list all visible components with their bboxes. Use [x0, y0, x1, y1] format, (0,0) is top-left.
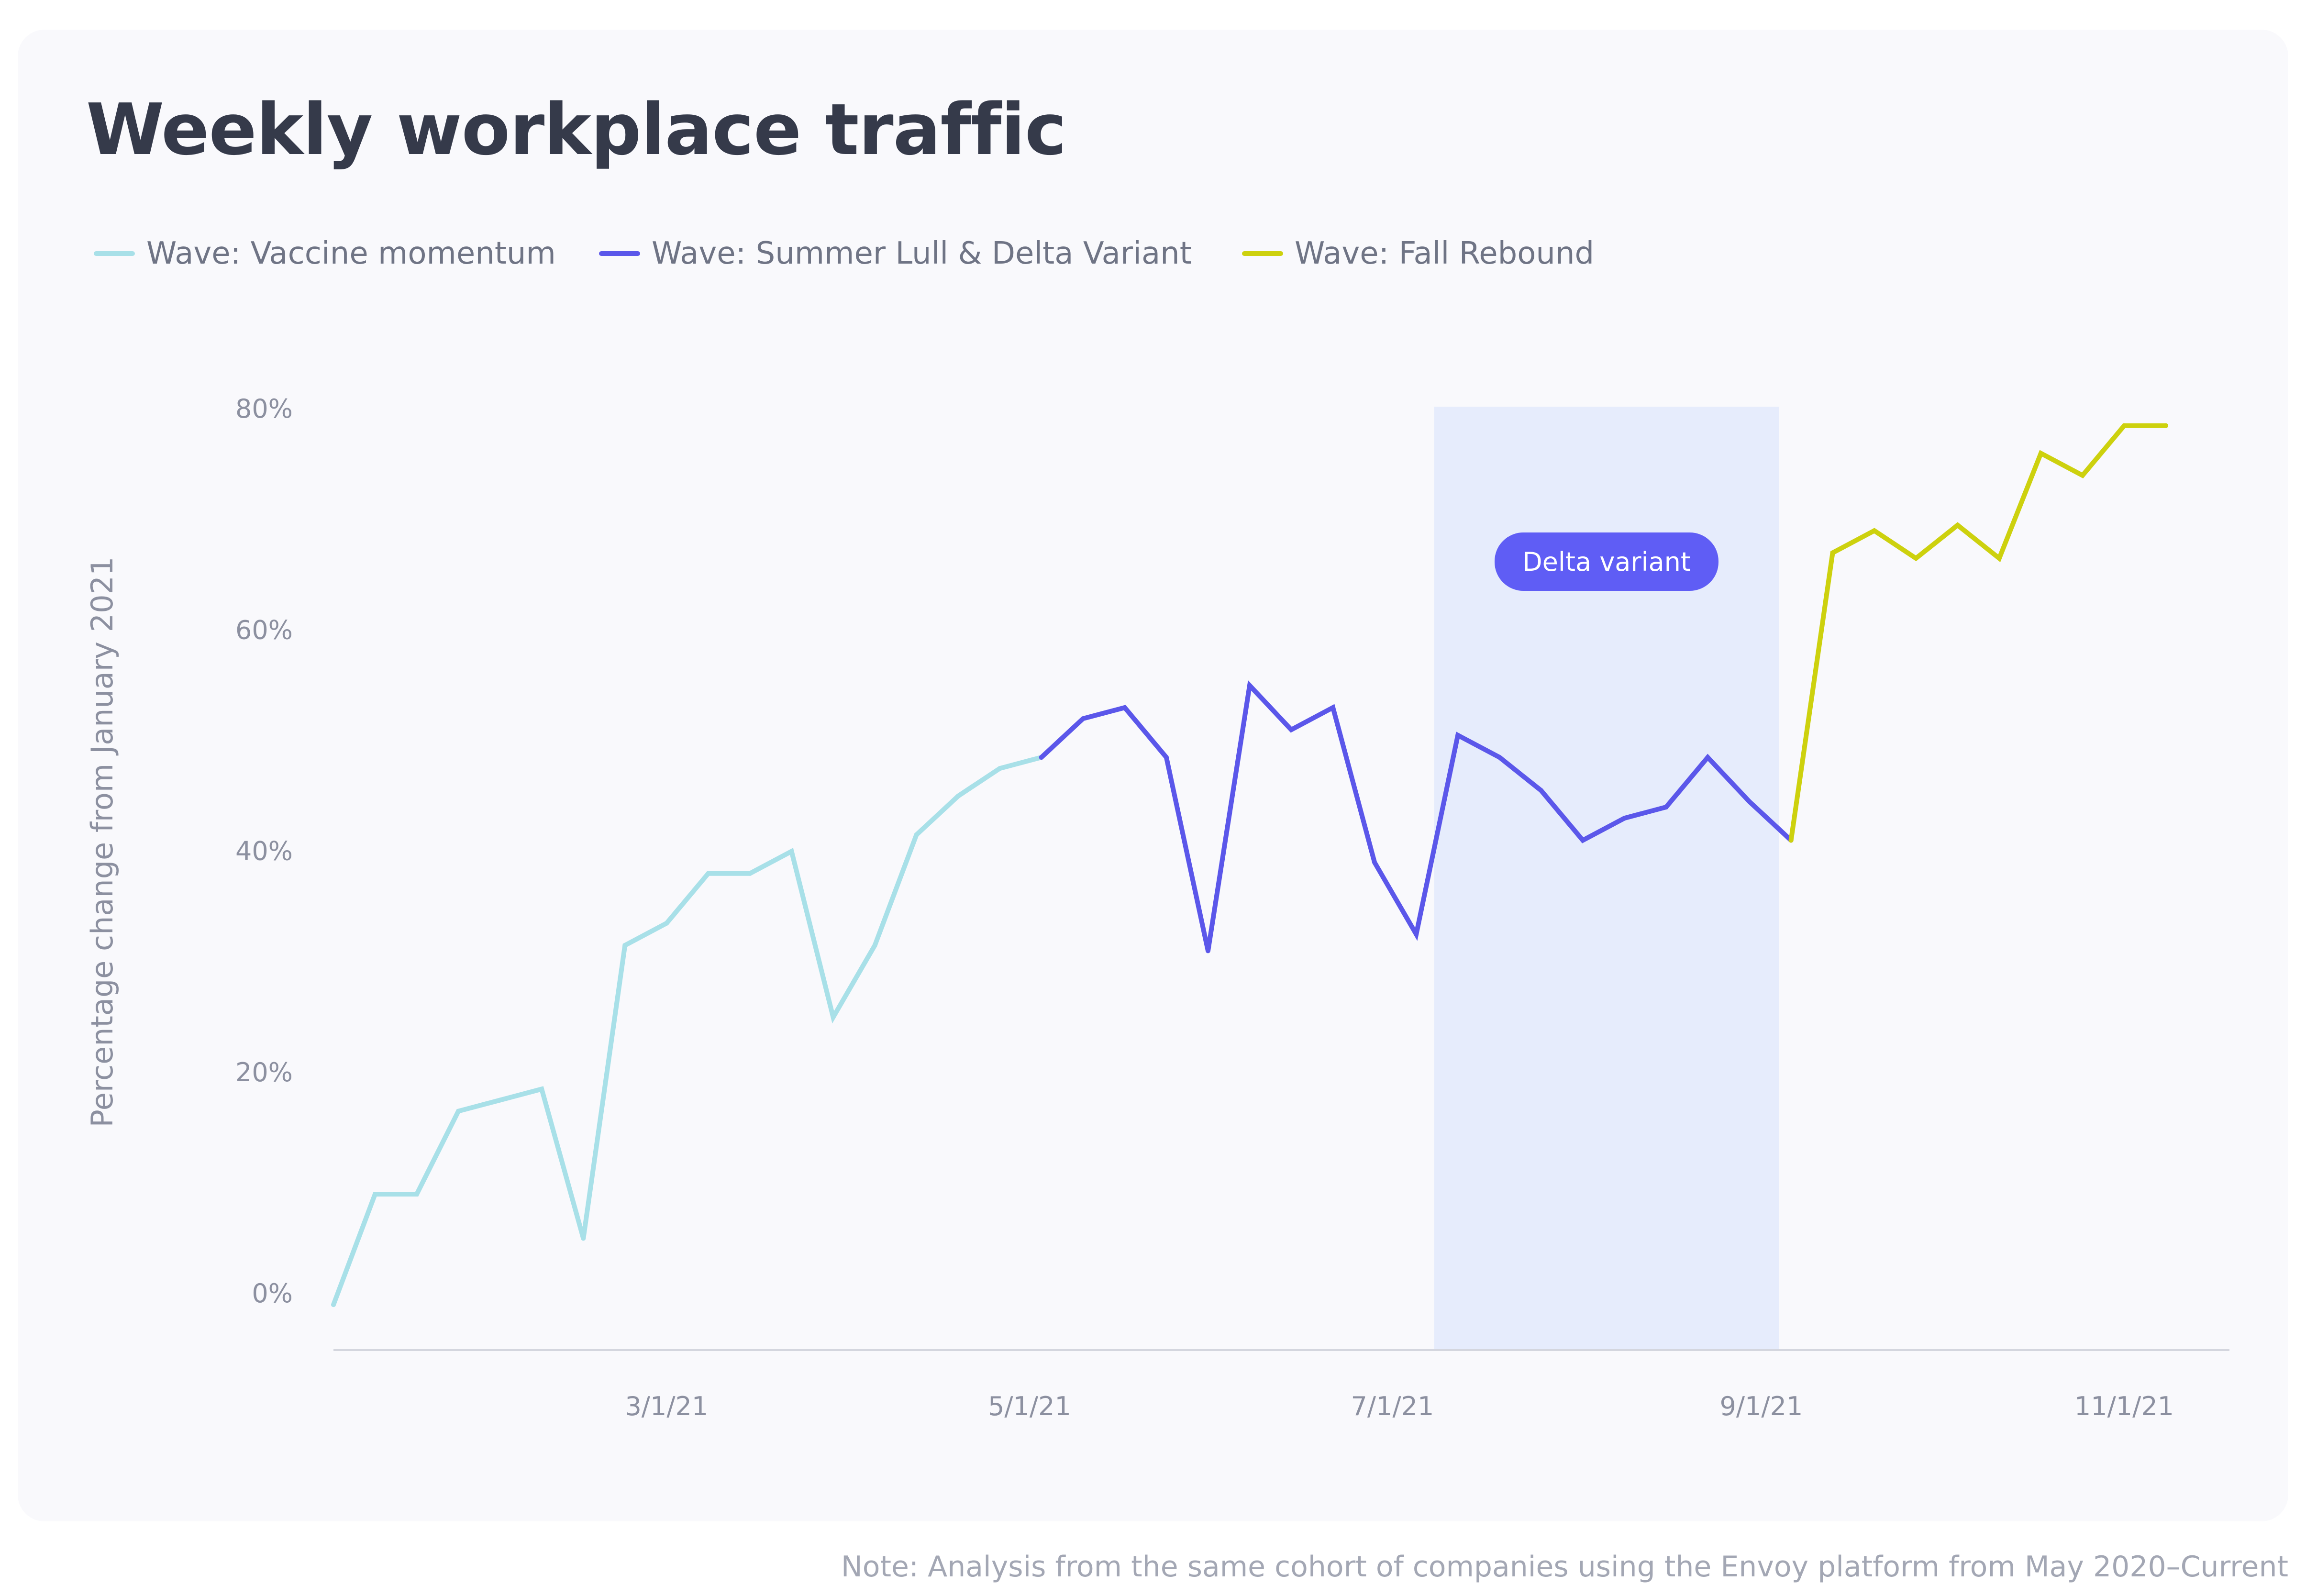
data-point[interactable] [955, 793, 961, 798]
data-point[interactable] [1414, 931, 1419, 937]
y-tick-label: 40% [235, 836, 293, 866]
x-tick-label: 5/1/21 [988, 1391, 1071, 1421]
data-point[interactable] [2121, 423, 2127, 428]
data-point[interactable] [1663, 805, 1669, 810]
data-point[interactable] [1580, 838, 1585, 843]
y-tick-label: 20% [235, 1057, 293, 1087]
data-point[interactable] [498, 1097, 503, 1103]
legend-label: Wave: Summer Lull & Delta Variant [652, 236, 1192, 271]
legend-swatch-icon [599, 251, 640, 256]
legend-label: Wave: Vaccine momentum [146, 236, 556, 271]
legend-item-summer-lull-delta[interactable]: Wave: Summer Lull & Delta Variant [599, 234, 1192, 273]
y-tick-label: 0% [252, 1278, 293, 1308]
data-point[interactable] [997, 766, 1002, 771]
data-point[interactable] [622, 942, 628, 948]
chart-title: Weekly workplace traffic [86, 89, 1067, 171]
data-point[interactable] [747, 871, 753, 876]
data-point[interactable] [2163, 423, 2168, 428]
data-point[interactable] [914, 832, 919, 837]
delta-variant-badge: Delta variant [1495, 532, 1719, 591]
legend-swatch-icon [1242, 251, 1283, 256]
data-point[interactable] [1996, 556, 2002, 561]
data-point[interactable] [456, 1108, 461, 1114]
data-point[interactable] [1539, 788, 1544, 793]
data-point[interactable] [1455, 732, 1461, 738]
data-point[interactable] [2038, 451, 2043, 456]
data-point[interactable] [1872, 528, 1877, 533]
data-point[interactable] [1622, 816, 1627, 821]
data-point[interactable] [373, 1191, 378, 1197]
data-point[interactable] [539, 1086, 544, 1092]
data-point[interactable] [1830, 550, 1835, 555]
legend-item-vaccine-momentum[interactable]: Wave: Vaccine momentum [94, 234, 556, 273]
y-tick-label: 60% [235, 615, 293, 645]
data-point[interactable] [1164, 755, 1169, 760]
data-point[interactable] [2080, 473, 2085, 478]
x-tick-label: 3/1/21 [625, 1391, 708, 1421]
data-point[interactable] [1955, 522, 1960, 528]
data-point[interactable] [831, 1015, 836, 1020]
x-tick-label: 9/1/21 [1720, 1391, 1803, 1421]
data-point[interactable] [1747, 799, 1752, 804]
footnote: Note: Analysis from the same cohort of c… [841, 1550, 2288, 1584]
data-point[interactable] [1122, 705, 1127, 710]
data-point[interactable] [872, 942, 877, 948]
data-point[interactable] [706, 871, 711, 876]
data-point[interactable] [1497, 755, 1502, 760]
data-point[interactable] [1330, 705, 1336, 710]
data-point[interactable] [1788, 838, 1794, 843]
legend-item-fall-rebound[interactable]: Wave: Fall Rebound [1242, 234, 1594, 273]
data-point[interactable] [1289, 727, 1294, 732]
data-point[interactable] [1080, 716, 1086, 721]
data-point[interactable] [1247, 683, 1252, 688]
series-line-0 [331, 755, 1044, 1308]
chart-card [18, 30, 2288, 1521]
data-point[interactable] [1705, 755, 1710, 760]
data-point[interactable] [1372, 860, 1377, 865]
x-tick-label: 11/1/21 [2074, 1391, 2174, 1421]
legend-label: Wave: Fall Rebound [1295, 236, 1595, 271]
data-point[interactable] [414, 1191, 420, 1197]
y-tick-label: 80% [235, 394, 293, 424]
legend-swatch-icon [94, 251, 135, 256]
data-point[interactable] [664, 920, 669, 926]
data-point[interactable] [581, 1236, 586, 1241]
series-line-2 [1788, 423, 2168, 843]
data-point[interactable] [1039, 755, 1044, 760]
data-point[interactable] [1205, 948, 1210, 953]
data-point[interactable] [789, 849, 794, 854]
y-axis-title: Percentage change from January 2021 [85, 557, 120, 1128]
data-point[interactable] [1913, 556, 1918, 561]
data-point[interactable] [331, 1302, 336, 1308]
x-tick-label: 7/1/21 [1351, 1391, 1434, 1421]
